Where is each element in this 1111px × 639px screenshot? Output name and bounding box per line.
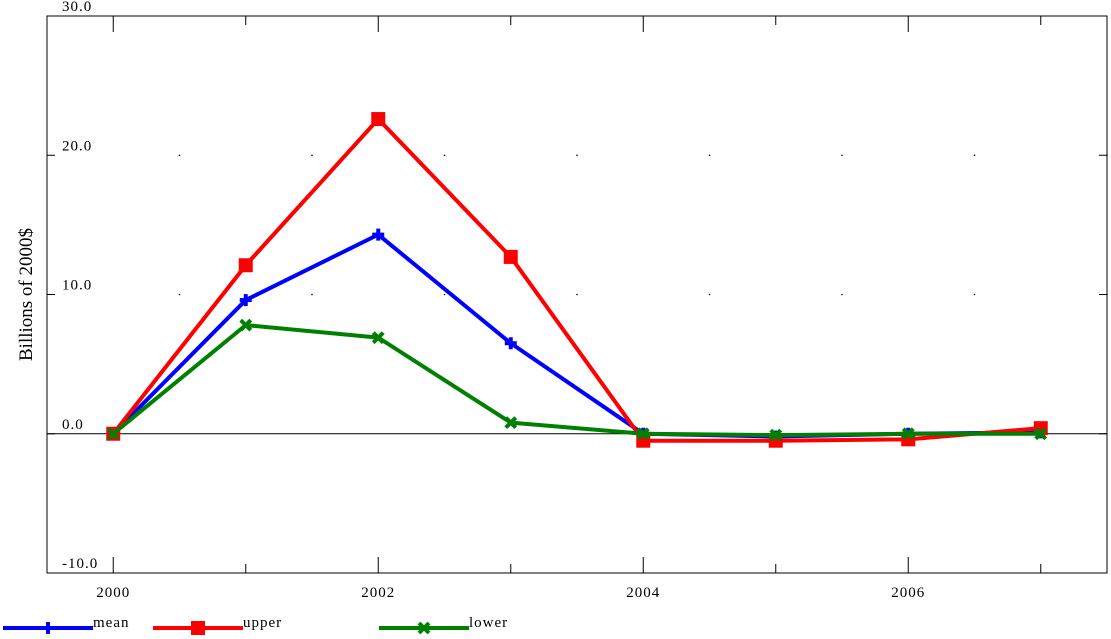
x-axis: 2000 2002 2004 2006: [96, 16, 1042, 601]
grid-dot: [443, 154, 446, 157]
data-point: [769, 428, 783, 442]
legend-label: upper: [243, 615, 282, 631]
data-point: [417, 621, 431, 635]
x-tick-label: 2004: [626, 585, 660, 601]
data-point: [503, 249, 518, 264]
series-layer: [106, 112, 1048, 448]
grid-dot: [178, 293, 181, 296]
grid-dot: [841, 154, 843, 157]
series-upper: [106, 112, 1048, 448]
data-point: [371, 331, 385, 345]
data-point: [1034, 427, 1048, 441]
y-axis: -10.0 0.0 10.0 20.0 30.0: [47, 0, 1107, 574]
legend: mean upper lower: [3, 615, 508, 635]
data-point: [238, 258, 253, 273]
data-point: [901, 427, 915, 441]
grid-dot: [973, 293, 976, 296]
legend-item-mean: mean: [3, 615, 129, 634]
data-point: [239, 318, 253, 332]
y-tick-label: 20.0: [62, 138, 92, 154]
grid-dot: [973, 154, 976, 157]
x-tick-label: 2000: [96, 585, 130, 601]
y-tick-label: 30.0: [62, 0, 92, 15]
grid-dot: [311, 293, 313, 296]
grid-dot: [708, 293, 711, 296]
data-point: [371, 112, 386, 127]
y-tick-label: -10.0: [62, 556, 98, 572]
grid-dot: [443, 293, 446, 296]
grid-dot: [708, 154, 711, 157]
grid-dot: [311, 154, 313, 157]
legend-label: lower: [469, 615, 508, 631]
y-axis-title: Billions of 2000$: [16, 228, 37, 361]
grid-dot: [576, 154, 578, 157]
data-point: [636, 427, 650, 441]
data-point: [504, 337, 517, 350]
grid-dot: [841, 293, 843, 296]
legend-item-upper: upper: [153, 615, 282, 635]
y-tick-label: 10.0: [62, 278, 92, 294]
x-tick-label: 2002: [361, 585, 395, 601]
data-point: [191, 621, 205, 635]
legend-item-lower: lower: [379, 615, 508, 635]
grid-dot: [576, 293, 578, 296]
series-line: [111, 117, 1041, 443]
data-point: [372, 228, 385, 241]
legend-label: mean: [93, 615, 129, 631]
data-point: [42, 622, 54, 634]
series-line: [111, 323, 1041, 438]
y-tick-label: 0.0: [62, 417, 84, 433]
x-tick-label: 2006: [891, 585, 925, 601]
data-point: [504, 416, 518, 430]
data-point: [239, 294, 252, 307]
grid-dot: [178, 154, 181, 157]
plot-frame: [46, 15, 1108, 574]
data-point: [106, 427, 120, 441]
series-lower: [106, 318, 1048, 442]
